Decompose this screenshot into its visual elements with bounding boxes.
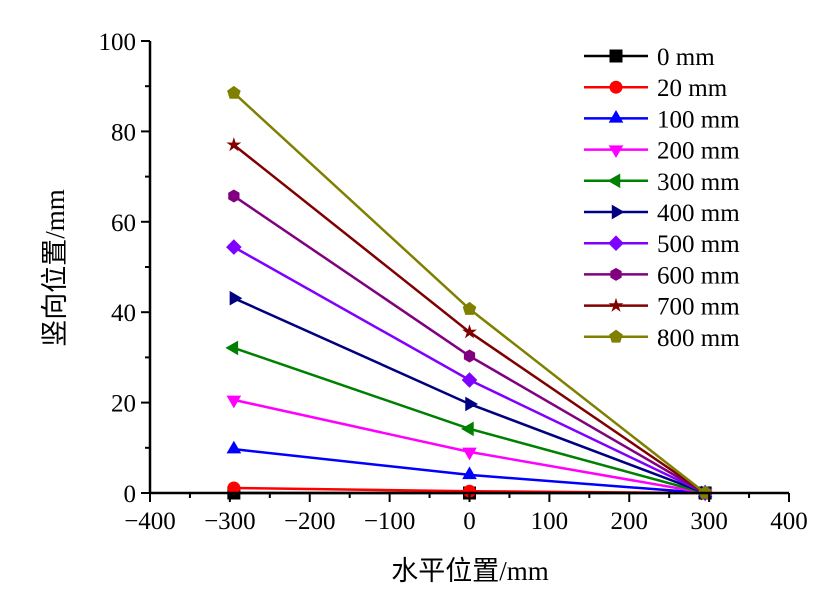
y-tick-label: 80 [111,119,136,146]
y-tick-label: 20 [111,391,136,418]
legend-label: 500 mm [657,231,740,258]
legend-marker [609,80,623,94]
data-point [463,349,476,363]
legend-label: 300 mm [657,169,740,196]
legend-item: 500 mm [584,231,740,258]
legend-item: 300 mm [584,169,740,196]
legend-marker [609,329,623,343]
series-line [233,143,706,495]
legend-marker [608,297,624,312]
y-axis-label: 竖向位置/mm [40,189,70,347]
legend-item: 400 mm [584,200,740,227]
legend-label: 100 mm [657,106,740,133]
data-point [462,466,477,480]
x-tick-label: −300 [204,508,256,535]
data-point [227,85,241,99]
legend-label: 0 mm [657,44,715,71]
data-point [462,324,477,339]
x-axis-label: 水平位置/mm [391,556,549,586]
axes: −400 −300 −200 −100 0 100 200 300 400 0 20 40 60 80 10… [99,29,808,535]
data-point [228,189,240,203]
legend-item: 200 mm [584,138,740,165]
legend-marker [608,145,624,159]
x-tick-label: −200 [284,508,336,535]
x-tick-label: −100 [364,508,416,535]
legend-item: 20 mm [584,75,728,102]
x-tick-label: −400 [124,508,176,535]
legend-marker [608,235,624,251]
y-tick-label: 0 [124,481,137,508]
legend-label: 400 mm [657,200,740,227]
legend-item: 100 mm [584,106,740,133]
legend-label: 600 mm [657,262,740,289]
data-point [226,239,242,255]
x-tick-label: 300 [690,508,728,535]
x-tick-label: 0 [463,508,476,535]
series-800mm [227,85,712,499]
legend-item: 800 mm [584,325,740,352]
x-tick-label: 100 [531,508,569,535]
legend-marker [611,204,625,220]
legend-item: 0 mm [584,44,715,71]
legend-label: 20 mm [657,75,728,102]
x-tick-label: 200 [611,508,649,535]
data-point [462,301,477,315]
data-point [226,137,242,152]
legend-marker [610,267,622,281]
data-point [463,484,476,498]
data-point [461,372,478,388]
series-700mm [226,137,713,500]
data-point [227,481,241,495]
legend-label: 200 mm [657,138,740,165]
data-point [229,290,243,306]
data-point [461,421,474,437]
data-point [225,340,239,356]
legend-item: 600 mm [584,262,740,289]
series-layer [225,85,714,502]
legend-marker [608,109,624,123]
series-400mm [229,290,714,501]
legend-label: 700 mm [657,294,740,321]
legend: 0 mm 20 mm 100 mm 200 mm 300 mm 400 mm 500 mm 6… [584,44,740,352]
data-point [226,395,242,409]
legend-marker [609,49,623,63]
x-tick-label: 400 [770,508,808,535]
data-point [462,447,477,461]
y-tick-label: 100 [99,29,137,56]
y-tick-label: 60 [111,210,136,237]
legend-label: 800 mm [657,325,740,352]
data-point [465,396,478,412]
legend-item: 700 mm [584,294,740,321]
legend-marker [607,173,621,189]
data-point [226,440,242,454]
y-tick-label: 40 [111,300,136,327]
